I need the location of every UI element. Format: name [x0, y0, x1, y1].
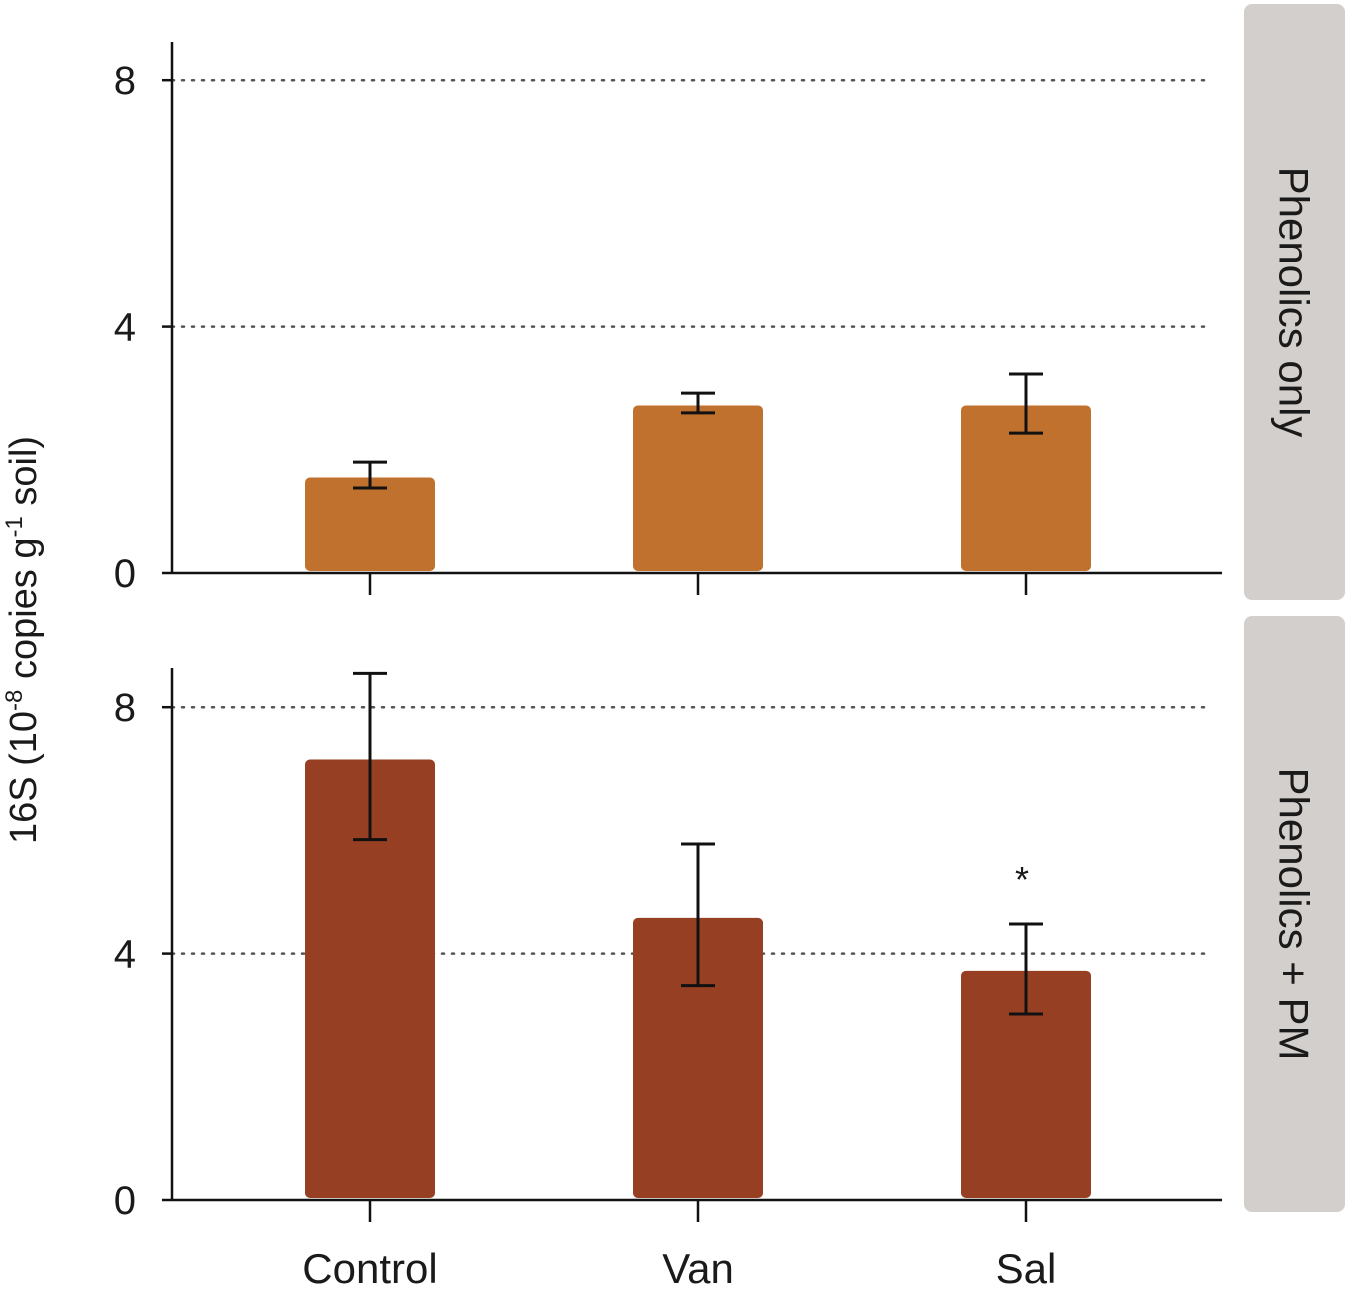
panel-1: 0 4 8 Phenolics only — [114, 4, 1345, 600]
y-tick-label: 4 — [114, 306, 136, 350]
x-category-labels: Control Van Sal — [302, 1245, 1056, 1289]
y-label-prefix: 16S (10 — [3, 711, 45, 844]
y-label-exponent-2: -1 — [1, 516, 28, 537]
svg-text:16S (10-8 copies g-1 soil): 16S (10-8 copies g-1 soil) — [1, 436, 45, 844]
y-axis-label: 16S (10-8 copies g-1 soil) — [1, 436, 45, 844]
bar-van — [633, 917, 763, 1198]
x-category-label: Control — [302, 1245, 437, 1289]
y-tick-label: 0 — [114, 1179, 136, 1223]
bar-sal — [961, 405, 1091, 571]
y-tick-label: 0 — [114, 552, 136, 596]
facet-strip-label: Phenolics + PM — [1271, 768, 1318, 1061]
y-label-suffix: soil) — [3, 436, 45, 516]
x-category-label: Van — [662, 1245, 734, 1289]
y-tick-label: 8 — [114, 59, 136, 103]
panel-2: 0 4 8 * Phenolics + PM — [114, 616, 1345, 1223]
bar-sal — [961, 970, 1091, 1198]
y-tick-label: 8 — [114, 686, 136, 730]
bar-control — [305, 759, 435, 1198]
x-category-label: Sal — [996, 1245, 1057, 1289]
y-label-middle: copies g — [3, 538, 45, 690]
y-label-exponent-1: -8 — [1, 690, 28, 711]
bar-control — [305, 477, 435, 571]
facet-strip — [1244, 4, 1345, 600]
facet-strip — [1244, 616, 1345, 1212]
facet-strip-label: Phenolics only — [1271, 167, 1318, 438]
bar-van — [633, 405, 763, 571]
y-tick-label: 4 — [114, 933, 136, 977]
panels: 0 4 8 Phenolics only 0 4 8 * Phenolics + PM — [114, 4, 1345, 1223]
significance-marker: * — [1015, 859, 1029, 900]
